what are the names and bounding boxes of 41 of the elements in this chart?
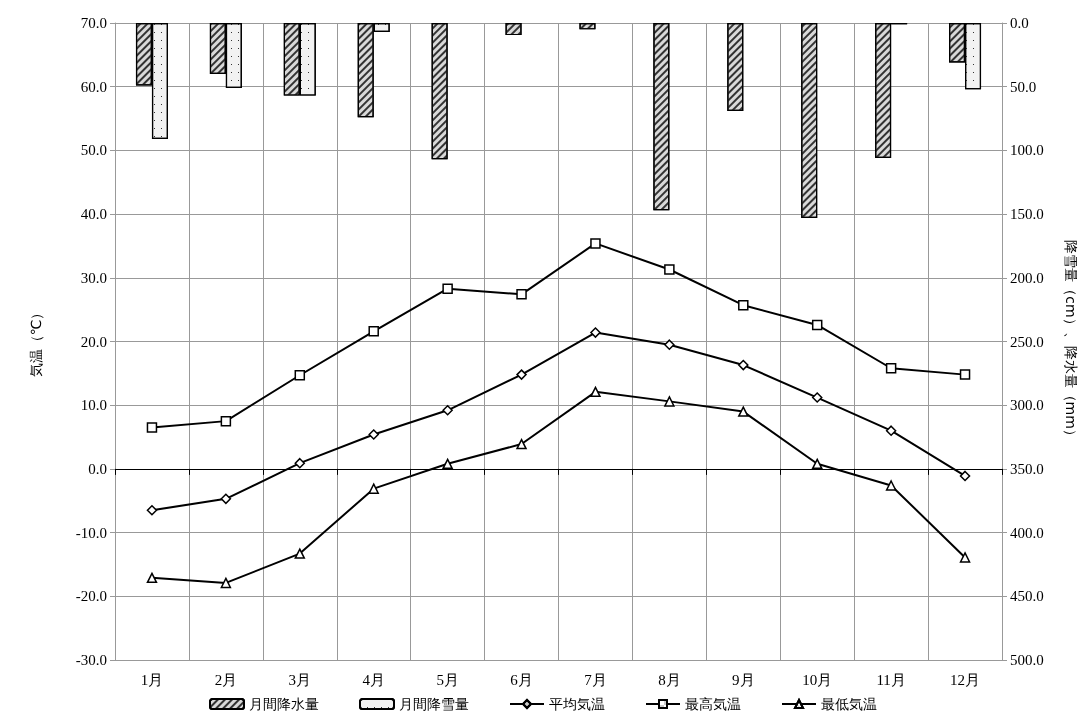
y2-tick-label: 200.0 xyxy=(1010,269,1044,286)
legend-label: 月間降雪量 xyxy=(399,696,469,712)
x-tick-label: 6月 xyxy=(510,671,533,688)
y2-axis-title: 降雪量（cm）、降水量（mm） xyxy=(1063,240,1079,443)
y-tick-label: 60.0 xyxy=(80,78,107,95)
y2-tick-label: 450.0 xyxy=(1010,588,1044,605)
x-tick-label: 10月 xyxy=(802,671,833,688)
x-tick-label: 12月 xyxy=(950,671,981,688)
y2-tick-label: 150.0 xyxy=(1010,206,1044,223)
y-axis-title: 気温（℃） xyxy=(28,305,44,378)
y-tick-label: 20.0 xyxy=(80,333,107,350)
y-tick-label: 10.0 xyxy=(80,397,107,414)
x-tick-label: 4月 xyxy=(362,671,385,688)
y-tick-label: 40.0 xyxy=(80,206,107,223)
y2-tick-label: 500.0 xyxy=(1010,652,1044,668)
x-tick-label: 3月 xyxy=(288,671,312,688)
legend-label: 月間降水量 xyxy=(249,696,319,712)
y-tick-label: -20.0 xyxy=(75,588,107,605)
legend-label: 平均気温 xyxy=(549,696,605,712)
x-tick-label: 5月 xyxy=(436,671,459,688)
x-tick-label: 11月 xyxy=(876,671,906,688)
y2-tick-label: 0.0 xyxy=(1010,15,1029,31)
legend-label: 最低気温 xyxy=(821,696,877,712)
legend-label: 最高気温 xyxy=(685,696,741,712)
y-tick-label: -10.0 xyxy=(75,524,107,541)
y-tick-label: 30.0 xyxy=(80,269,107,286)
x-tick-label: 1月 xyxy=(140,671,164,688)
y-tick-label: 50.0 xyxy=(80,142,107,159)
y2-tick-label: 100.0 xyxy=(1010,142,1044,159)
y2-tick-label: 400.0 xyxy=(1010,524,1044,541)
y2-tick-label: 300.0 xyxy=(1010,397,1044,414)
x-tick-label: 7月 xyxy=(584,671,607,688)
y2-tick-label: 350.0 xyxy=(1010,460,1044,477)
x-tick-label: 9月 xyxy=(732,671,755,688)
x-tick-label: 2月 xyxy=(214,671,238,688)
x-tick-label: 8月 xyxy=(658,671,681,688)
y2-tick-label: 50.0 xyxy=(1010,78,1037,95)
y2-tick-label: 250.0 xyxy=(1010,333,1044,350)
y-tick-label: -30.0 xyxy=(75,652,107,668)
y-tick-label: 70.0 xyxy=(80,15,107,31)
y-tick-label: 0.0 xyxy=(88,460,107,477)
